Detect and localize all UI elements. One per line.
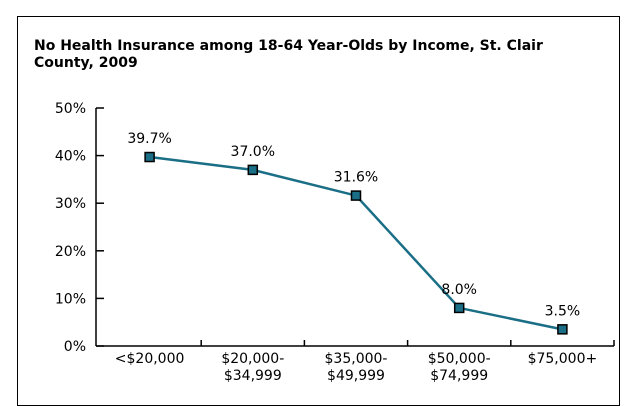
data-point — [247, 164, 259, 176]
data-label: 37.0% — [231, 144, 275, 160]
data-label: 8.0% — [441, 282, 477, 298]
y-tick-label: 50% — [55, 101, 86, 117]
data-point — [453, 302, 465, 314]
y-tick-label: 30% — [55, 196, 86, 212]
data-point — [557, 324, 568, 335]
data-label: 31.6% — [334, 170, 378, 186]
x-tick-label: $35,000-$49,999 — [325, 351, 388, 384]
data-point — [144, 151, 155, 163]
x-tick-label: <$20,000 — [115, 351, 185, 367]
y-tick-label: 20% — [55, 244, 86, 260]
y-tick-label: 10% — [55, 291, 86, 307]
x-tick-label: $75,000+ — [528, 351, 598, 367]
x-tick-label: $50,000-$74,999 — [428, 351, 491, 384]
y-tick-label: 0% — [64, 339, 86, 355]
y-tick-label: 40% — [55, 149, 86, 165]
data-point — [350, 190, 362, 201]
data-label: 39.7% — [127, 131, 171, 147]
data-label: 3.5% — [545, 303, 581, 319]
chart-title: No Health Insurance among 18-64 Year-Old… — [34, 38, 543, 71]
chart-frame — [17, 16, 620, 406]
x-tick-label: $20,000-$34,999 — [221, 351, 284, 384]
